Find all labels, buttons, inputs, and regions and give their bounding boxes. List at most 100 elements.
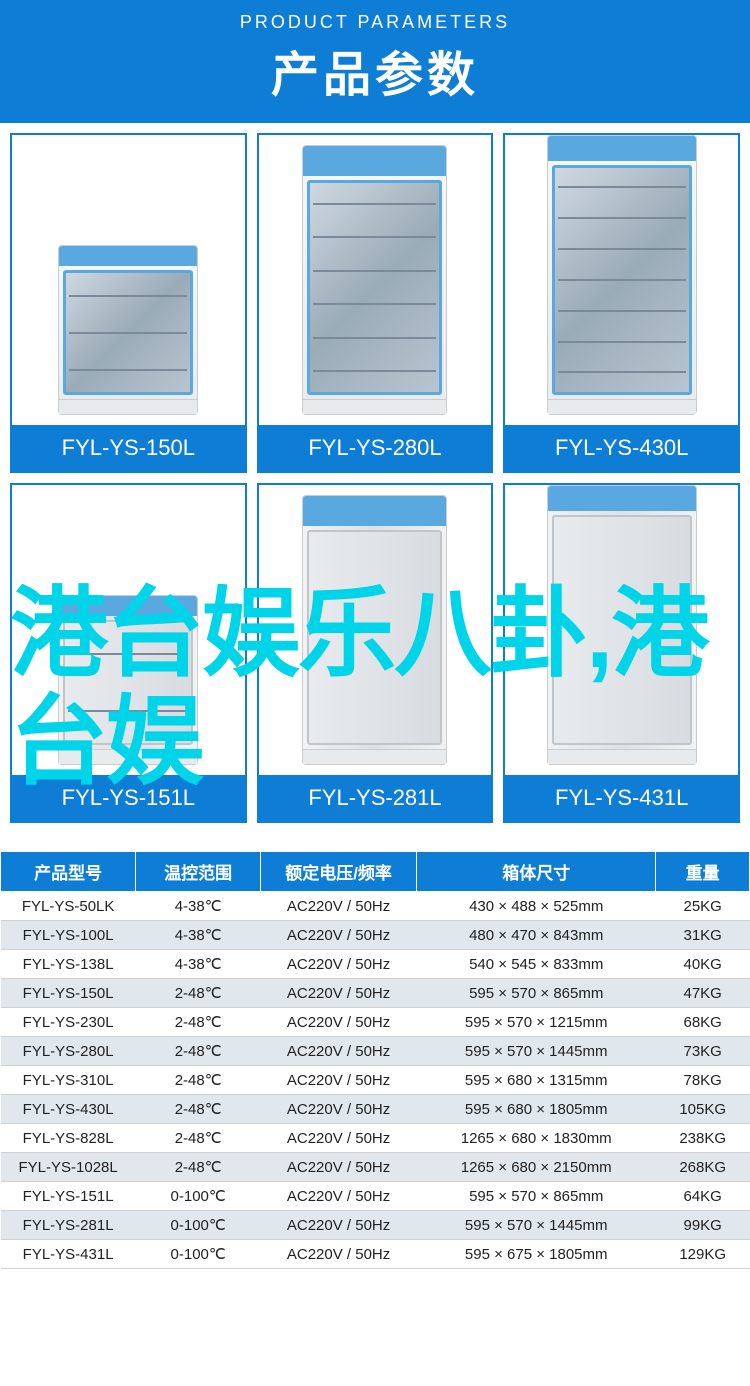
product-label: FYL-YS-280L [259, 425, 492, 471]
cabinet-shelf [69, 295, 187, 297]
cabinet-shelf [558, 310, 686, 312]
cabinet-shelf [68, 653, 188, 655]
product-grid: FYL-YS-150LFYL-YS-280LFYL-YS-430LFYL-YS-… [0, 123, 750, 833]
cabinet-shelf [313, 337, 436, 339]
product-image [505, 485, 738, 775]
spec-cell: AC220V / 50Hz [261, 1240, 417, 1269]
product-card: FYL-YS-431L [503, 483, 740, 823]
spec-cell: 480 × 470 × 843mm [417, 921, 656, 950]
spec-cell: 31KG [656, 921, 750, 950]
cabinet-top [59, 246, 197, 266]
spec-cell: AC220V / 50Hz [261, 1182, 417, 1211]
spec-cell: 129KG [656, 1240, 750, 1269]
spec-cell: FYL-YS-431L [1, 1240, 136, 1269]
spec-table-body: FYL-YS-50LK4-38℃AC220V / 50Hz430 × 488 ×… [1, 892, 750, 1269]
spec-cell: 40KG [656, 950, 750, 979]
spec-cell: FYL-YS-150L [1, 979, 136, 1008]
cabinet-door [552, 165, 692, 395]
spec-cell: 0-100℃ [136, 1240, 261, 1269]
cabinet-top [303, 496, 446, 526]
spec-cell: 595 × 570 × 1445mm [417, 1211, 656, 1240]
product-image [12, 135, 245, 425]
product-image [12, 485, 245, 775]
table-row: FYL-YS-828L2-48℃AC220V / 50Hz1265 × 680 … [1, 1124, 750, 1153]
product-label: FYL-YS-151L [12, 775, 245, 821]
cabinet-door [552, 515, 692, 745]
spec-header-cell: 温控范围 [136, 852, 261, 892]
table-row: FYL-YS-431L0-100℃AC220V / 50Hz595 × 675 … [1, 1240, 750, 1269]
cabinet-shelf [558, 341, 686, 343]
spec-cell: FYL-YS-151L [1, 1182, 136, 1211]
cabinet-shelf [558, 279, 686, 281]
table-row: FYL-YS-280L2-48℃AC220V / 50Hz595 × 570 ×… [1, 1037, 750, 1066]
spec-cell: FYL-YS-281L [1, 1211, 136, 1240]
product-card: FYL-YS-430L [503, 133, 740, 473]
spec-cell: 4-38℃ [136, 950, 261, 979]
spec-cell: 0-100℃ [136, 1211, 261, 1240]
cabinet-illustration [302, 145, 447, 415]
spec-cell: AC220V / 50Hz [261, 1008, 417, 1037]
spec-cell: 64KG [656, 1182, 750, 1211]
spec-cell: 105KG [656, 1095, 750, 1124]
cabinet-shelf [313, 270, 436, 272]
spec-cell: 595 × 675 × 1805mm [417, 1240, 656, 1269]
cabinet-shelf [313, 236, 436, 238]
cabinet-shelf [313, 370, 436, 372]
spec-cell: 2-48℃ [136, 1037, 261, 1066]
product-card: FYL-YS-150L [10, 133, 247, 473]
spec-cell: 595 × 680 × 1805mm [417, 1095, 656, 1124]
table-row: FYL-YS-100L4-38℃AC220V / 50Hz480 × 470 ×… [1, 921, 750, 950]
cabinet-shelf [558, 248, 686, 250]
spec-cell: 4-38℃ [136, 921, 261, 950]
spec-cell: FYL-YS-50LK [1, 892, 136, 921]
cabinet-shelf [558, 186, 686, 188]
table-row: FYL-YS-1028L2-48℃AC220V / 50Hz1265 × 680… [1, 1153, 750, 1182]
spec-header-cell: 重量 [656, 852, 750, 892]
cabinet-door [63, 270, 193, 395]
table-row: FYL-YS-281L0-100℃AC220V / 50Hz595 × 570 … [1, 1211, 750, 1240]
spec-cell: 0-100℃ [136, 1182, 261, 1211]
cabinet-base [548, 749, 696, 764]
spec-cell: AC220V / 50Hz [261, 1037, 417, 1066]
spec-cell: 2-48℃ [136, 1095, 261, 1124]
spec-cell: AC220V / 50Hz [261, 950, 417, 979]
header-title: 产品参数 [0, 35, 750, 105]
cabinet-shelf [313, 203, 436, 205]
spec-cell: 78KG [656, 1066, 750, 1095]
spec-cell: 540 × 545 × 833mm [417, 950, 656, 979]
cabinet-illustration [547, 485, 697, 765]
spec-table: 产品型号温控范围额定电压/频率箱体尺寸重量 FYL-YS-50LK4-38℃AC… [0, 851, 750, 1269]
table-row: FYL-YS-430L2-48℃AC220V / 50Hz595 × 680 ×… [1, 1095, 750, 1124]
table-row: FYL-YS-310L2-48℃AC220V / 50Hz595 × 680 ×… [1, 1066, 750, 1095]
spec-cell: 4-38℃ [136, 892, 261, 921]
product-card: FYL-YS-281L [257, 483, 494, 823]
spec-header-cell: 箱体尺寸 [417, 852, 656, 892]
cabinet-illustration [58, 595, 198, 765]
spec-cell: 595 × 570 × 1215mm [417, 1008, 656, 1037]
spec-cell: 430 × 488 × 525mm [417, 892, 656, 921]
cabinet-top [303, 146, 446, 176]
spec-cell: 1265 × 680 × 1830mm [417, 1124, 656, 1153]
header-banner: PRODUCT PARAMETERS 产品参数 [0, 0, 750, 123]
spec-cell: 2-48℃ [136, 979, 261, 1008]
spec-cell: AC220V / 50Hz [261, 1153, 417, 1182]
spec-cell: 25KG [656, 892, 750, 921]
cabinet-base [303, 749, 446, 764]
spec-cell: AC220V / 50Hz [261, 1066, 417, 1095]
cabinet-top [548, 136, 696, 161]
cabinet-illustration [302, 495, 447, 765]
spec-cell: 1265 × 680 × 2150mm [417, 1153, 656, 1182]
product-label: FYL-YS-150L [12, 425, 245, 471]
cabinet-base [59, 749, 197, 764]
spec-cell: FYL-YS-310L [1, 1066, 136, 1095]
spec-cell: FYL-YS-430L [1, 1095, 136, 1124]
cabinet-shelf [68, 710, 188, 712]
cabinet-shelf [558, 371, 686, 373]
spec-header-cell: 额定电压/频率 [261, 852, 417, 892]
spec-cell: AC220V / 50Hz [261, 1124, 417, 1153]
spec-cell: 68KG [656, 1008, 750, 1037]
spec-cell: 2-48℃ [136, 1153, 261, 1182]
cabinet-base [303, 399, 446, 414]
product-card: FYL-YS-151L [10, 483, 247, 823]
spec-cell: AC220V / 50Hz [261, 979, 417, 1008]
